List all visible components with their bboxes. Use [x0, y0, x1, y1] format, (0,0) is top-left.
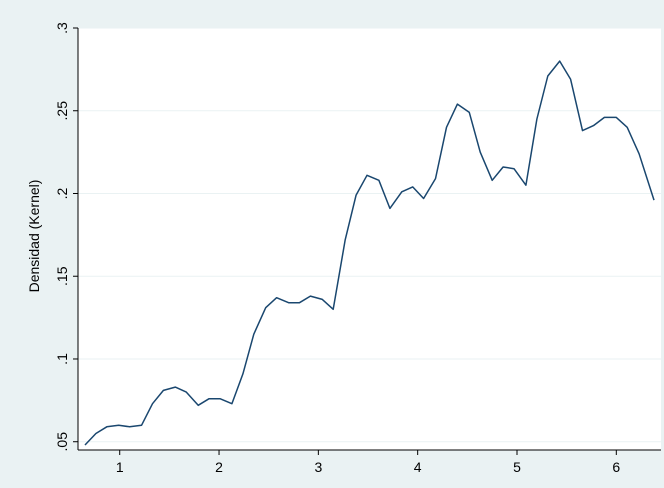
y-tick-label: .1	[54, 353, 70, 365]
y-tick-label: .05	[54, 432, 70, 452]
y-axis-label: Densidad (Kernel)	[26, 180, 42, 293]
x-tick-label: 4	[414, 459, 422, 475]
y-tick-label: .3	[54, 22, 70, 34]
x-tick-label: 1	[116, 459, 124, 475]
axes	[73, 27, 661, 455]
x-tick-label: 6	[612, 459, 620, 475]
y-tick-label: .2	[54, 187, 70, 199]
x-tick-label: 2	[215, 459, 223, 475]
x-tick-label: 3	[314, 459, 322, 475]
y-tick-label: .25	[54, 101, 70, 121]
tick-labels: .05 .1 .15 .2 .25 .3 1 2 3 4 5 6	[54, 22, 620, 475]
density-line	[84, 60, 655, 446]
series-layer	[84, 60, 655, 446]
plot-area	[78, 28, 661, 450]
x-tick-label: 5	[513, 459, 521, 475]
y-tick-label: .15	[54, 266, 70, 286]
gridlines	[78, 27, 661, 443]
